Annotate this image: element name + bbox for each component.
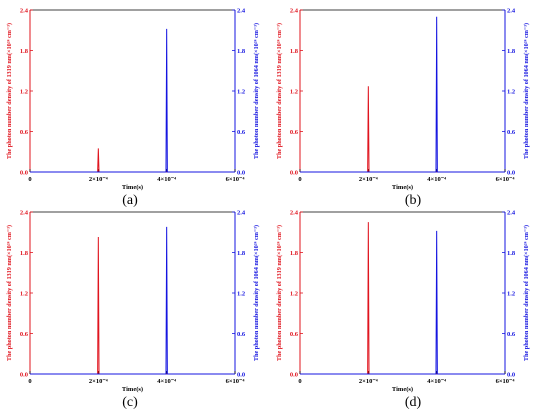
right-y-axis-label: The photon number density of 1064 nm(×10… <box>523 225 530 361</box>
right-y-tick-label: 1.8 <box>237 48 246 55</box>
series-line-1064nm <box>30 28 235 173</box>
right-y-tick-label: 2.4 <box>237 209 246 216</box>
series-line-1319nm <box>300 86 505 173</box>
right-y-tick-label: 1.2 <box>507 290 515 297</box>
right-y-tick-label: 0.0 <box>237 371 245 378</box>
x-tick-label: 2×10⁻⁴ <box>89 378 108 385</box>
right-y-tick-label: 2.4 <box>237 7 246 14</box>
panel-label: (b) <box>405 193 422 208</box>
left-y-tick-label: 1.8 <box>290 250 299 257</box>
series-line-1319nm <box>30 236 235 375</box>
left-y-tick-label: 1.8 <box>20 250 29 257</box>
right-y-tick-label: 1.8 <box>507 250 516 257</box>
right-y-axis-label: The photon number density of 1064 nm(×10… <box>523 23 530 159</box>
series-line-1064nm <box>300 16 505 173</box>
series-line-1064nm <box>300 230 505 375</box>
right-y-tick-label: 1.2 <box>237 290 245 297</box>
left-y-tick-label: 2.4 <box>290 209 299 216</box>
left-y-tick-label: 0.0 <box>290 371 298 378</box>
x-tick-label: 4×10⁻⁴ <box>157 378 176 385</box>
x-tick-label: 2×10⁻⁴ <box>89 176 108 183</box>
left-y-tick-label: 1.8 <box>20 48 29 55</box>
left-y-axis-label: The photon number density of 1319 nm(×10… <box>276 23 283 159</box>
right-y-tick-label: 1.2 <box>507 88 515 95</box>
right-y-tick-label: 2.4 <box>507 7 516 14</box>
left-y-tick-label: 1.2 <box>20 88 28 95</box>
left-y-tick-label: 0.6 <box>20 331 29 338</box>
panel-label: (d) <box>405 395 422 410</box>
right-y-tick-label: 1.2 <box>237 88 245 95</box>
right-y-tick-label: 0.6 <box>237 331 246 338</box>
x-tick-label: 0 <box>298 176 301 183</box>
x-tick-label: 4×10⁻⁴ <box>427 176 446 183</box>
left-y-tick-label: 0.6 <box>290 331 299 338</box>
x-tick-label: 4×10⁻⁴ <box>157 176 176 183</box>
right-y-axis-label: The photon number density of 1064 nm(×10… <box>253 225 260 361</box>
x-axis-label: Time(s) <box>122 386 143 393</box>
left-y-tick-label: 0.6 <box>20 129 29 136</box>
left-y-axis-label: The photon number density of 1319 nm(×10… <box>6 225 13 361</box>
right-y-axis-label: The photon number density of 1064 nm(×10… <box>253 23 260 159</box>
left-y-tick-label: 1.2 <box>20 290 28 297</box>
x-tick-label: 0 <box>28 378 31 385</box>
x-tick-label: 4×10⁻⁴ <box>427 378 446 385</box>
right-y-tick-label: 1.8 <box>237 250 246 257</box>
x-tick-label: 6×10⁻⁴ <box>496 378 515 385</box>
series-line-1064nm <box>30 226 235 375</box>
x-tick-label: 2×10⁻⁴ <box>359 176 378 183</box>
left-y-tick-label: 2.4 <box>20 7 29 14</box>
right-y-tick-label: 0.6 <box>507 331 516 338</box>
left-y-tick-label: 2.4 <box>20 209 29 216</box>
panel-label: (c) <box>122 395 138 410</box>
left-y-tick-label: 1.8 <box>290 48 299 55</box>
chart-panel-d: 0.0 0.0 0.6 0.6 1.2 1.2 1.8 1.8 2.4 2.4 0 2×10⁻⁴ 4×1… <box>276 209 530 410</box>
x-tick-label: 6×10⁻⁴ <box>496 176 515 183</box>
x-axis-label: Time(s) <box>392 184 413 191</box>
chart-panel-c: 0.0 0.0 0.6 0.6 1.2 1.2 1.8 1.8 2.4 2.4 0 2×10⁻⁴ 4×1… <box>6 209 260 410</box>
left-y-axis-label: The photon number density of 1319 nm(×10… <box>6 23 13 159</box>
right-y-tick-label: 0.6 <box>507 129 516 136</box>
right-y-tick-label: 0.0 <box>507 371 515 378</box>
x-tick-label: 0 <box>298 378 301 385</box>
x-tick-label: 0 <box>28 176 31 183</box>
left-y-tick-label: 1.2 <box>290 290 298 297</box>
left-y-tick-label: 0.6 <box>290 129 299 136</box>
right-y-tick-label: 0.0 <box>237 169 245 176</box>
right-y-tick-label: 0.0 <box>507 169 515 176</box>
left-y-axis-label: The photon number density of 1319 nm(×10… <box>276 225 283 361</box>
right-y-tick-label: 1.8 <box>507 48 516 55</box>
x-axis-label: Time(s) <box>122 184 143 191</box>
right-y-tick-label: 2.4 <box>507 209 516 216</box>
panel-label: (a) <box>122 193 138 208</box>
series-line-1319nm <box>30 148 235 173</box>
left-y-tick-label: 1.2 <box>290 88 298 95</box>
x-tick-label: 6×10⁻⁴ <box>226 378 245 385</box>
chart-panel-b: 0.0 0.0 0.6 0.6 1.2 1.2 1.8 1.8 2.4 2.4 0 2×10⁻⁴ 4×1… <box>276 7 530 208</box>
left-y-tick-label: 2.4 <box>290 7 299 14</box>
chart-panel-a: 0.0 0.0 0.6 0.6 1.2 1.2 1.8 1.8 2.4 2.4 0 2×10⁻⁴ 4×1… <box>6 7 260 208</box>
x-tick-label: 2×10⁻⁴ <box>359 378 378 385</box>
x-axis-label: Time(s) <box>392 386 413 393</box>
x-tick-label: 6×10⁻⁴ <box>226 176 245 183</box>
left-y-tick-label: 0.0 <box>20 169 28 176</box>
left-y-tick-label: 0.0 <box>20 371 28 378</box>
left-y-tick-label: 0.0 <box>290 169 298 176</box>
right-y-tick-label: 0.6 <box>237 129 246 136</box>
series-line-1319nm <box>300 222 505 375</box>
